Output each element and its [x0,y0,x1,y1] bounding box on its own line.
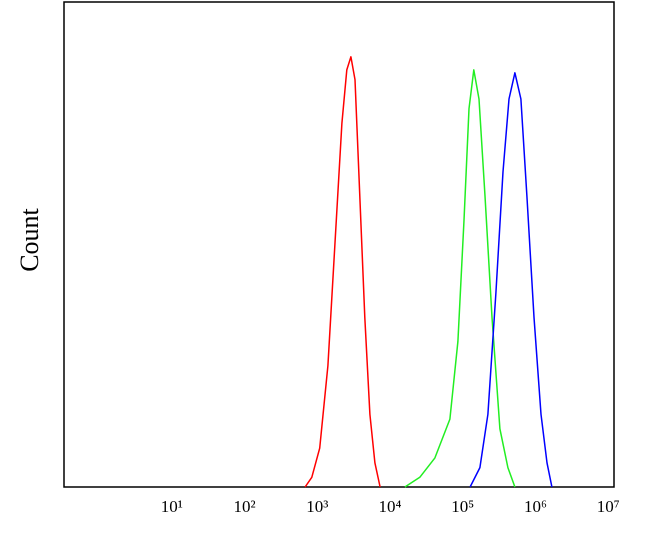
plot-frame [63,1,615,488]
x-tick-label: 10² [233,497,255,516]
x-tick-label: 10⁶ [524,497,547,516]
x-tick-label: 10³ [306,497,328,516]
x-tick-label: 10¹ [161,497,183,516]
histogram-line [469,72,553,488]
x-tick-label: 10⁵ [451,497,474,516]
y-axis-label: Count [15,207,44,271]
x-tick-label: 10⁷ [597,497,620,516]
histogram-line [304,56,381,488]
x-tick-label: 10⁴ [379,497,402,516]
histogram-line [404,69,516,488]
